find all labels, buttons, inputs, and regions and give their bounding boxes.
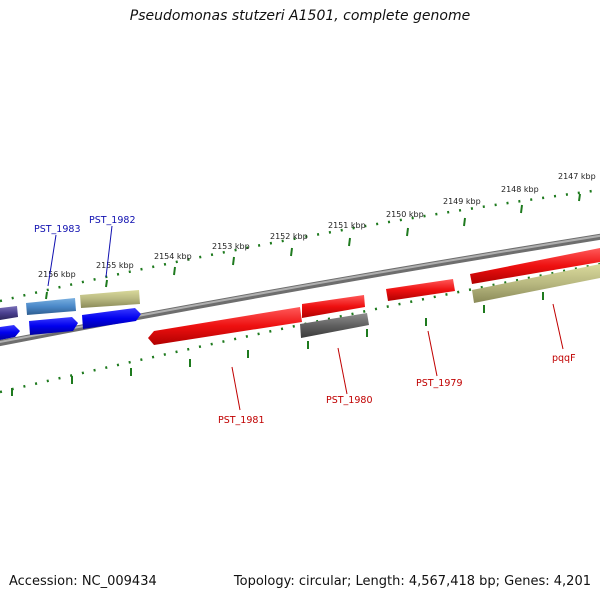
major-ticks: [45, 193, 581, 300]
gene-pqqf[interactable]: [472, 264, 600, 303]
backbone-highlight: [0, 234, 600, 344]
accession-text: Accession: NC_009434: [9, 574, 157, 589]
tick-label: 2156 kbp: [38, 270, 76, 279]
gene-label-pqqf: pqqF: [552, 353, 576, 364]
topology-summary: Topology: circular; Length: 4,567,418 bp…: [233, 574, 591, 589]
tick-label: 2153 kbp: [212, 242, 250, 251]
gene-label-pst1979: PST_1979: [416, 378, 463, 389]
gene-pst1981[interactable]: [148, 307, 302, 345]
tick-label: 2152 kbp: [270, 232, 308, 241]
tick-label: 2154 kbp: [154, 252, 192, 261]
tick-label: 2148 kbp: [501, 185, 539, 194]
map-title: Pseudomonas stutzeri A1501, complete gen…: [129, 8, 471, 24]
label-leaders: [47, 225, 564, 411]
tick-labels: 2156 kbp 2155 kbp 2154 kbp 2153 kbp 2152…: [38, 172, 596, 279]
gene-pst1980[interactable]: [302, 295, 365, 318]
gene-pst1979[interactable]: [386, 279, 455, 301]
tick-label: 2147 kbp: [558, 172, 596, 181]
tick-label: 2150 kbp: [386, 210, 424, 219]
gene-pst1980-gray[interactable]: [300, 313, 369, 338]
gene-label-pst1982: PST_1982: [89, 215, 136, 226]
gene-blue-partial[interactable]: [0, 325, 20, 340]
tick-label: 2149 kbp: [443, 197, 481, 206]
gene-pst1982[interactable]: [80, 290, 140, 308]
inner-major-ticks: [11, 292, 544, 396]
gene-purple-partial[interactable]: [0, 306, 18, 320]
gene-blue-2[interactable]: [29, 317, 78, 335]
gene-pst1983[interactable]: [26, 298, 76, 315]
gene-label-pst1980: PST_1980: [326, 395, 373, 406]
tick-label: 2155 kbp: [96, 261, 134, 270]
gene-label-pst1981: PST_1981: [218, 415, 265, 426]
gene-label-pst1983: PST_1983: [34, 224, 81, 235]
gene-blue-3[interactable]: [82, 308, 141, 329]
tick-label: 2151 kbp: [328, 221, 366, 230]
gene-red-right[interactable]: [470, 248, 600, 284]
